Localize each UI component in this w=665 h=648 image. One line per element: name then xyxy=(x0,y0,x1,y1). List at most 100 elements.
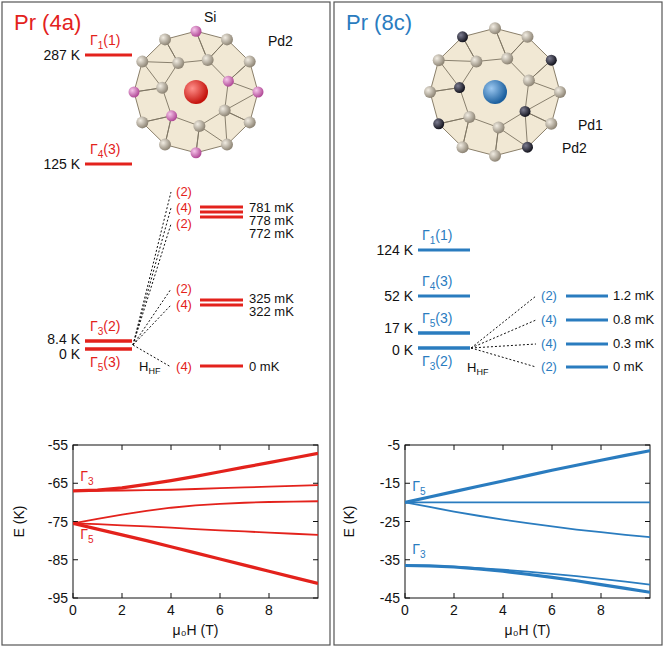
atom-label: Pd2 xyxy=(562,140,587,156)
y-tick-label: -15 xyxy=(380,475,400,491)
ligand-atom xyxy=(202,54,214,66)
energy-curve xyxy=(405,501,650,503)
figure: Pr (4a)SiPd2287 KΓ1(1)125 KΓ4(3)8.4 KΓ3(… xyxy=(0,0,665,648)
ligand-atom xyxy=(244,56,256,68)
ligand-atom xyxy=(457,31,468,42)
hyperfine-level xyxy=(200,211,243,214)
ligand-atom xyxy=(470,55,482,67)
ligand-atom xyxy=(223,76,234,87)
curve-annotation: Γ5 xyxy=(412,478,426,497)
level-state: Γ1(1) xyxy=(90,32,120,51)
energy-curve xyxy=(73,501,318,523)
y-tick xyxy=(405,559,410,560)
ligand-atom xyxy=(159,33,171,45)
hyperfine-level xyxy=(200,365,243,368)
x-tick xyxy=(503,593,504,598)
x-tick-label: 4 xyxy=(499,602,507,618)
y-tick xyxy=(645,521,650,522)
plot-frame xyxy=(73,445,318,598)
ligand-atom xyxy=(424,86,436,98)
hyperfine-connector xyxy=(471,344,536,348)
x-tick xyxy=(552,445,553,450)
x-tick-label: 0 xyxy=(401,602,409,618)
level-state: Γ4(3) xyxy=(422,273,452,292)
y-tick-label: -45 xyxy=(380,590,400,606)
x-axis-title: μ₀H (T) xyxy=(505,622,551,638)
y-tick-label: -95 xyxy=(48,590,68,606)
hyperfine-degeneracy: (4) xyxy=(176,200,192,215)
pr-atom xyxy=(483,80,507,104)
hyperfine-degeneracy: (2) xyxy=(541,288,557,303)
hyperfine-degeneracy: (2) xyxy=(176,184,192,199)
hyperfine-level xyxy=(566,319,608,322)
level-energy: 125 K xyxy=(43,156,80,172)
hyperfine-level xyxy=(200,216,243,219)
hyperfine-level xyxy=(200,299,243,302)
y-axis-title: E (K) xyxy=(11,506,27,538)
atom-label: Si xyxy=(204,9,216,25)
energy-curve xyxy=(73,523,318,534)
panel-title: Pr (4a) xyxy=(14,10,81,35)
level-state: Γ1(1) xyxy=(422,227,452,246)
ligand-atom xyxy=(193,120,205,132)
x-tick xyxy=(454,445,455,450)
hyperfine-degeneracy: (2) xyxy=(176,281,192,296)
x-axis-title: μ₀H (T) xyxy=(173,622,219,638)
plot-frame xyxy=(405,445,650,598)
level-state: Γ5(3) xyxy=(90,354,120,373)
x-tick xyxy=(405,593,406,598)
hyperfine-connector xyxy=(133,305,171,345)
hyperfine-connector xyxy=(133,289,171,345)
cluster-hull xyxy=(430,28,560,155)
x-tick xyxy=(454,593,455,598)
level-diagram: Pr (8c)Pd1Pd2124 KΓ1(1)52 KΓ4(3)17 KΓ5(3… xyxy=(346,10,655,377)
level-energy: 17 K xyxy=(384,320,413,336)
x-tick xyxy=(269,445,270,450)
x-tick-label: 8 xyxy=(265,602,273,618)
cef-level xyxy=(85,339,132,343)
y-tick-label: -75 xyxy=(48,514,68,530)
y-tick xyxy=(73,483,78,484)
ligand-atom xyxy=(501,52,513,64)
level-energy: 52 K xyxy=(384,288,413,304)
ligand-atom xyxy=(523,75,535,87)
ligand-atom xyxy=(433,54,445,66)
ligand-atom xyxy=(522,142,533,153)
y-tick xyxy=(645,559,650,560)
ligand-atom xyxy=(457,141,469,153)
hyperfine-degeneracy: (2) xyxy=(176,216,192,231)
hyperfine-energy: 0.8 mK xyxy=(613,312,655,327)
panel-frame xyxy=(2,2,330,645)
y-tick xyxy=(645,598,650,599)
y-tick xyxy=(313,445,318,446)
x-tick xyxy=(269,593,270,598)
ligand-atom xyxy=(522,31,534,43)
y-tick-label: -55 xyxy=(48,437,68,453)
hyperfine-level xyxy=(566,295,608,298)
chart: 02468-45-35-25-15-5μ₀H (T)E (K)Γ5Γ3 xyxy=(341,437,650,638)
level-energy: 8.4 K xyxy=(47,331,80,347)
ligand-atom xyxy=(546,55,557,66)
cef-level xyxy=(418,331,470,335)
ligand-atom xyxy=(159,139,171,151)
level-diagram: Pr (4a)SiPd2287 KΓ1(1)125 KΓ4(3)8.4 KΓ3(… xyxy=(14,9,294,376)
y-tick-label: -5 xyxy=(388,437,401,453)
y-tick xyxy=(313,483,318,484)
ligand-atom xyxy=(172,57,184,69)
hyperfine-field: HHF xyxy=(467,360,489,377)
x-tick xyxy=(171,593,172,598)
cluster-hull xyxy=(134,31,258,153)
ligand-atom xyxy=(129,87,140,98)
ligand-atom xyxy=(191,26,202,37)
hyperfine-degeneracy: (4) xyxy=(541,336,557,351)
hyperfine-energy: 0.3 mK xyxy=(613,336,655,351)
x-tick xyxy=(220,445,221,450)
level-state: Γ3(2) xyxy=(422,353,452,372)
hyperfine-connector xyxy=(133,208,171,345)
cef-level xyxy=(418,249,470,252)
x-tick xyxy=(122,593,123,598)
level-energy: 0 K xyxy=(59,346,81,362)
x-tick xyxy=(601,445,602,450)
pr-atom xyxy=(184,80,208,104)
x-tick-label: 6 xyxy=(548,602,556,618)
